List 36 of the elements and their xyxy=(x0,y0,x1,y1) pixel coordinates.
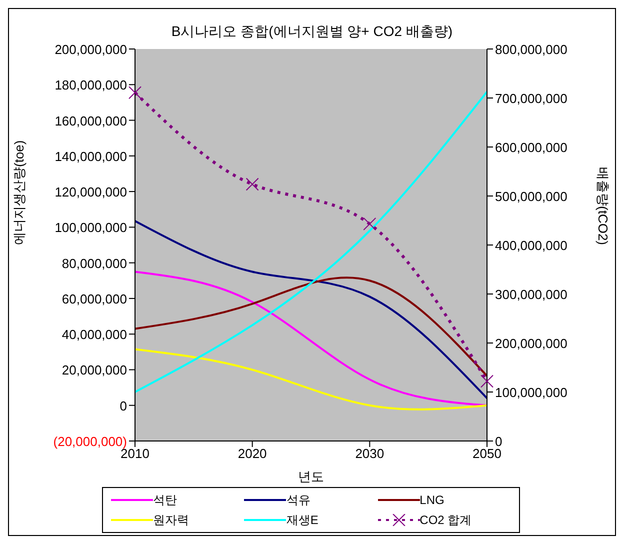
y2-tick-label: 100,000,000 xyxy=(495,385,568,400)
legend-label: LNG xyxy=(420,493,444,507)
legend-label: 석탄 xyxy=(153,492,177,508)
y-tick-label: 120,000,000 xyxy=(54,184,127,200)
line-series xyxy=(134,270,488,406)
y2-tick-label: 600,000,000 xyxy=(495,140,568,155)
chart-title: B시나리오 종합(에너지원별 양+ CO2 배출량) xyxy=(170,23,454,41)
y-tick-label: (20,000,000) xyxy=(53,434,127,449)
y-tick-label: 40,000,000 xyxy=(62,327,127,342)
y2-tick-label: 700,000,000 xyxy=(495,91,568,106)
y-tick-label: 20,000,000 xyxy=(62,362,127,378)
y-tick-label: 80,000,000 xyxy=(62,256,127,271)
y-tick-label: 60,000,000 xyxy=(62,291,127,306)
y-axis-title: 에너지생산량(toe) xyxy=(12,140,27,245)
y-tick-label: 100,000,000 xyxy=(54,220,127,236)
legend-label: 원자력 xyxy=(153,512,189,528)
y2-tick-label: 0 xyxy=(495,434,502,449)
y2-tick-label: 800,000,000 xyxy=(495,42,568,57)
x-axis-title: 년도 xyxy=(298,469,324,484)
legend-label: 재생E xyxy=(286,512,318,528)
x-tick-label: 2030 xyxy=(355,446,384,462)
y-tick-label: 140,000,000 xyxy=(54,148,127,164)
legend-label: 석유 xyxy=(286,492,310,508)
y2-axis-title: 배출량(tCO2) xyxy=(595,167,610,245)
y-tick-label: 200,000,000 xyxy=(54,42,127,57)
y2-tick-label: 500,000,000 xyxy=(495,189,568,204)
y2-tick-label: 200,000,000 xyxy=(495,336,568,351)
y2-tick-label: 400,000,000 xyxy=(495,238,568,253)
x-tick-label: 2050 xyxy=(472,446,502,462)
y-tick-label: 160,000,000 xyxy=(54,113,127,128)
y-tick-label: 0 xyxy=(120,398,127,414)
y-tick-label: 180,000,000 xyxy=(54,78,127,93)
y2-tick-label: 300,000,000 xyxy=(495,287,568,302)
x-tick-label: 2020 xyxy=(238,446,267,462)
line-series xyxy=(134,220,488,400)
legend-label: CO2 합계 xyxy=(420,512,472,528)
